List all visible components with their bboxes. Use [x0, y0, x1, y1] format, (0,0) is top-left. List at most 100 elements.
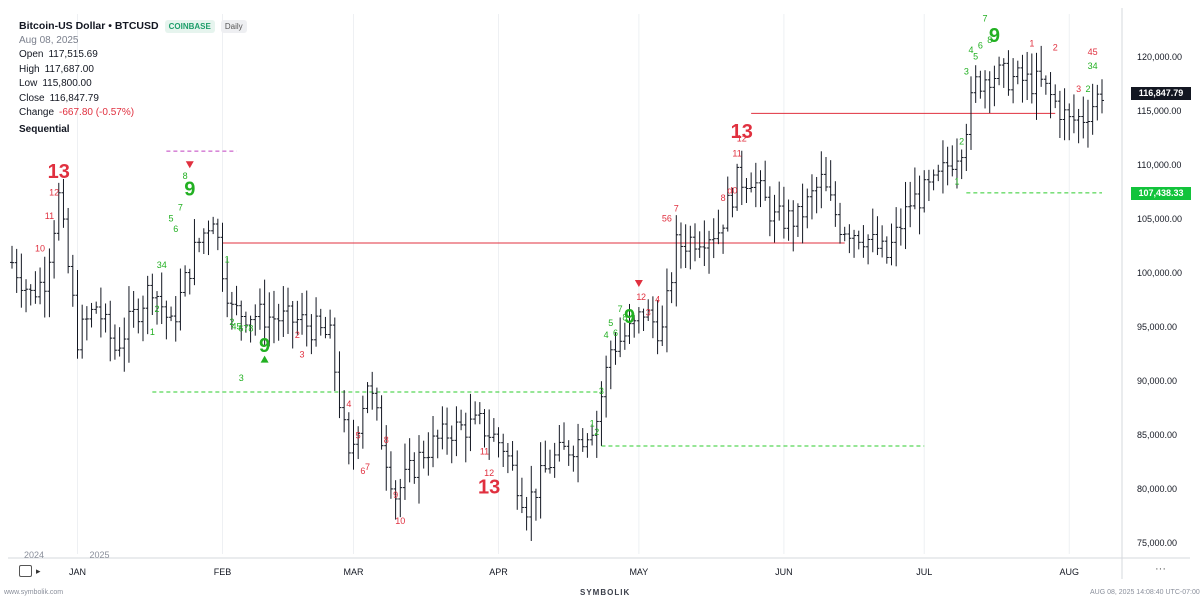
y-tick-label: 105,000.00 — [1137, 214, 1182, 224]
sequential-count-label: 2 — [959, 137, 964, 147]
calendar-icon[interactable] — [19, 565, 32, 577]
y-tick-label: 110,000.00 — [1137, 160, 1181, 170]
sequential-count-label: 12 — [484, 468, 494, 478]
sequential-count-label: 8 — [987, 35, 992, 45]
sequential-count-label: 56 — [662, 213, 672, 223]
y-tick-label: 100,000.00 — [1137, 268, 1182, 278]
footer-website[interactable]: www.symbolik.com — [4, 589, 64, 596]
sequential-count-label: 3 — [599, 386, 604, 396]
legend-high: High 117,687.00 — [19, 63, 94, 75]
sequential-count-label: 1 — [150, 327, 155, 337]
y-tick-label: 90,000.00 — [1137, 376, 1177, 386]
study-name[interactable]: Sequential — [19, 123, 70, 135]
sell-arrow-icon — [185, 161, 194, 169]
sequential-count-label: 1 — [636, 292, 641, 302]
sequential-count-label: 45 — [1088, 47, 1098, 57]
sell-arrow-icon — [634, 280, 643, 287]
sequential-count-label: 6 — [613, 328, 618, 338]
sequential-count-label: 5 — [973, 51, 978, 61]
x-tick-label: AUG — [1059, 567, 1079, 577]
sequential-count-label: 1 — [225, 254, 230, 264]
footer-timestamp: AUG 08, 2025 14:08:40 UTC-07:00 — [1090, 589, 1200, 596]
x-tick-label: JAN — [69, 567, 86, 577]
y-tick-label: 85,000.00 — [1137, 430, 1177, 440]
legend-low: Low 115,800.00 — [19, 78, 92, 89]
y-tick-label: 80,000.00 — [1137, 484, 1177, 494]
x-tick-label: FEB — [214, 567, 232, 577]
footer-brand-logo: SYMBOLIK — [580, 588, 631, 597]
ohlc-bars — [10, 45, 1104, 541]
sequential-count-label: 12 — [737, 133, 747, 143]
more-options-icon[interactable]: ··· — [1155, 563, 1166, 575]
sequential-count-label: 6 — [173, 224, 178, 234]
sequential-count-label: 34 — [157, 260, 167, 270]
sequential-count-label: 4 — [655, 294, 660, 304]
interval-badge[interactable]: Daily — [220, 19, 247, 33]
sequential-count-label: 2 — [641, 292, 646, 302]
sequential-count-label: 8 — [622, 313, 627, 323]
sequential-count-label: 1 — [954, 177, 959, 187]
sequential-count-label: 2 — [594, 427, 599, 437]
sequential-count-label: 13 — [478, 477, 500, 499]
y-tick-label: 75,000.00 — [1137, 538, 1177, 548]
grid-lines — [8, 8, 1190, 579]
sequential-count-label: 3 — [239, 373, 244, 383]
sequential-count-label: 2 — [1085, 84, 1090, 94]
price-axis[interactable]: 75,000.00 80,000.00 85,000.00 90,000.00 95,0… — [1137, 52, 1182, 548]
sequential-count-label: 7 — [983, 14, 988, 24]
sequential-count-label: 7 — [365, 462, 370, 472]
sequential-count-label: 13 — [48, 161, 70, 183]
sequential-count-label: 4 — [969, 45, 974, 55]
sequential-count-label: 10 — [395, 516, 405, 526]
support-level-tag: 107,438.33 — [1131, 187, 1191, 200]
sequential-count-label: 2 — [155, 304, 160, 314]
sequential-count-label: 3 — [964, 66, 969, 76]
exchange-badge: COINBASE — [164, 19, 215, 33]
sequential-count-label: 12 — [49, 187, 59, 197]
last-price-tag: 116,847.79 — [1131, 87, 1191, 100]
sequential-count-label: d0 — [727, 185, 737, 195]
sequential-count-label: 5 — [356, 430, 361, 440]
time-axis[interactable]: JAN FEB MAR APR MAY JUN JUL AUG 2024 2025 — [24, 550, 1079, 577]
x-tick-label: MAY — [629, 567, 648, 577]
year-label: 2025 — [89, 550, 109, 560]
sequential-levels — [152, 112, 1102, 447]
legend-date: Aug 08, 2025 — [19, 34, 79, 46]
sequential-count-label: 11 — [45, 211, 54, 221]
sequential-count-label: 9 — [393, 490, 398, 500]
sequential-count-label: 7 — [618, 304, 623, 314]
chart-legend: Bitcoin-US Dollar • BTCUSD COINBASE Dail… — [19, 19, 247, 137]
sequential-count-label: 5 — [608, 318, 613, 328]
legend-close: Close 116,847.79 — [19, 92, 99, 104]
x-tick-label: JUN — [775, 567, 793, 577]
sequential-count-label: 11 — [480, 447, 489, 457]
y-tick-label: 115,000.00 — [1137, 106, 1181, 116]
play-icon[interactable]: ▸ — [36, 565, 41, 576]
legend-change: Change -667.80 (-0.57%) — [19, 107, 135, 118]
sequential-count-label: 9 — [989, 25, 1000, 47]
year-label: 2024 — [24, 550, 44, 560]
sequential-count-label: 5 — [169, 213, 174, 223]
sequential-count-label: 8 — [183, 171, 188, 181]
sequential-count-label: 8 — [721, 193, 726, 203]
sequential-count-label: 6 — [978, 41, 983, 51]
sequential-count-label: 13 — [731, 121, 753, 143]
x-tick-label: APR — [489, 567, 508, 577]
sequential-count-label: 11 — [732, 149, 741, 159]
y-tick-label: 120,000.00 — [1137, 52, 1182, 62]
x-tick-label: JUL — [916, 567, 932, 577]
sequential-count-label: 45 — [232, 321, 242, 331]
sequential-count-label: 3 — [1076, 84, 1081, 94]
sequential-count-label: 4 — [346, 399, 351, 409]
sequential-count-label: 2 — [295, 330, 300, 340]
sequential-count-label: 7 — [178, 203, 183, 213]
sequential-count-label: 3 — [646, 307, 651, 317]
sequential-count-label: 4 — [604, 330, 609, 340]
sequential-count-label: 7 — [674, 204, 679, 214]
sequential-count-label: 6 — [360, 466, 365, 476]
sequential-count-label: 1 — [590, 419, 595, 429]
sequential-count-label: 9 — [259, 335, 270, 357]
y-tick-label: 95,000.00 — [1137, 322, 1177, 332]
